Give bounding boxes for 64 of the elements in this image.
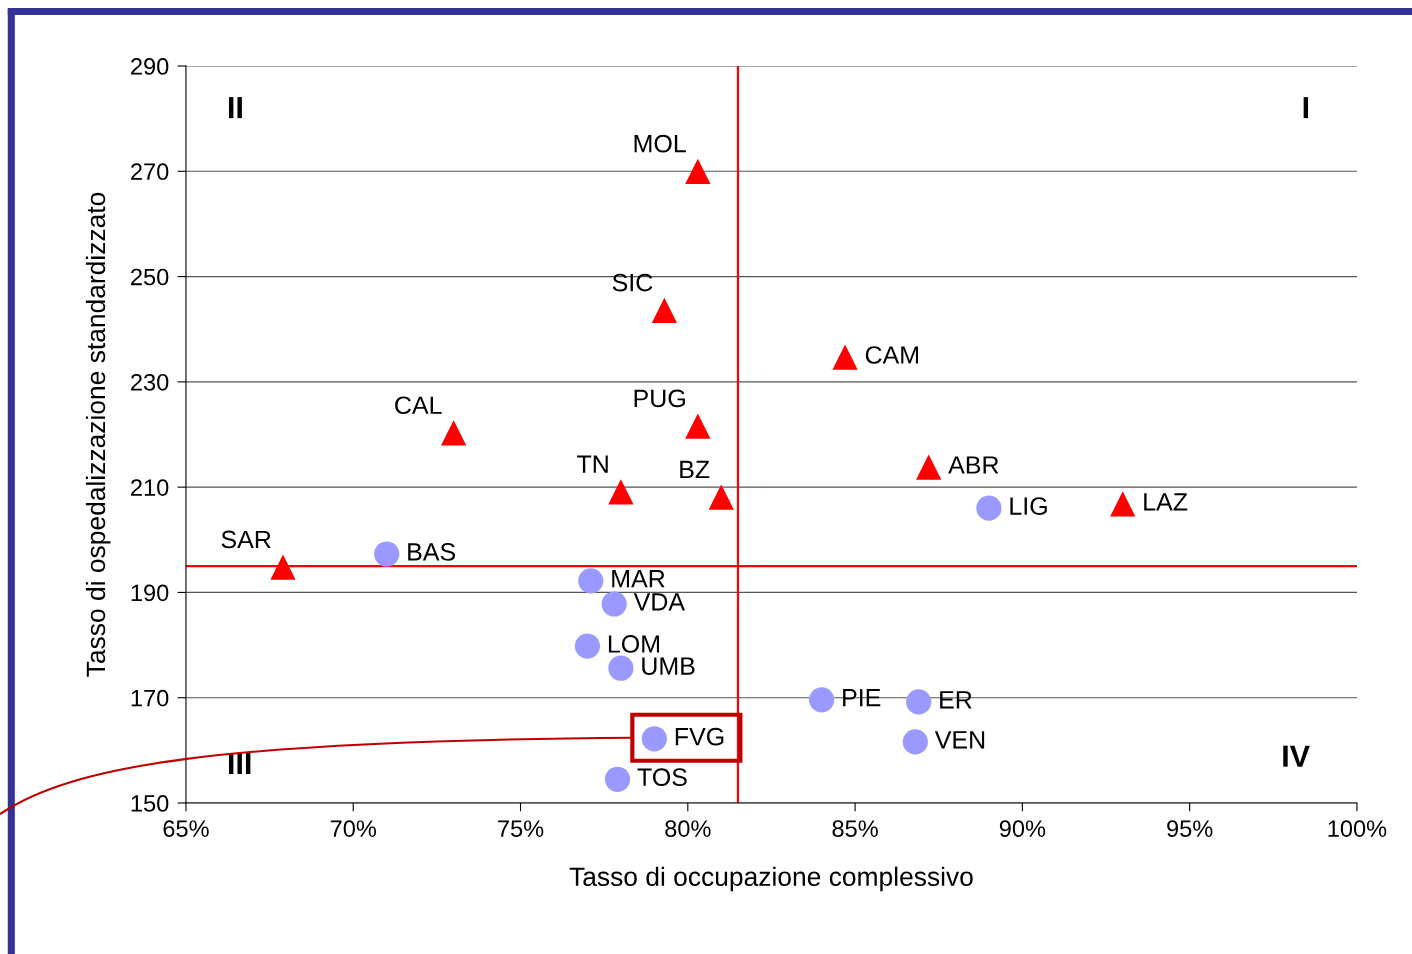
annotation: PUG [634,389,685,408]
point [708,484,734,510]
point [902,729,928,755]
point [916,454,942,480]
annotation: VEN [934,731,985,749]
point [608,655,634,681]
annotation: MAR [612,570,665,588]
y-tick-label: 250 [131,268,169,286]
point [651,297,677,323]
annotation: IV [1283,745,1310,767]
y-tick-label: 290 [131,58,169,75]
point [906,689,932,715]
x-axis-title: Tasso di occupazione complessivo [569,866,973,892]
annotation: PIE [843,689,881,707]
point [832,344,858,370]
point [578,568,604,594]
y-tick-label: 150 [131,795,169,812]
annotation: LIG [1010,497,1047,515]
annotation: ER [940,691,972,709]
point [441,420,467,446]
annotation: SIC [612,273,653,292]
x-tick-label: 90% [999,820,1046,837]
annotation: I [1303,97,1309,119]
point [270,554,296,580]
x-tick-label: 100% [1328,820,1387,837]
point [601,591,627,617]
annotation: MOL [634,134,686,153]
point [685,158,711,184]
annotation: III [228,753,251,775]
y-tick-label: 210 [131,479,169,496]
x-tick-label: 75% [498,820,544,837]
y-tick-label: 230 [131,373,169,391]
y-tick-label: 170 [131,689,169,707]
annotation: SAR [221,530,271,549]
x-tick-label: 95% [1167,820,1213,837]
point [1110,491,1136,517]
annotation: UMB [642,657,695,675]
point [809,687,835,713]
annotation: VDA [633,593,685,611]
annotation: BAS [408,543,456,561]
annotation: TN [577,455,608,473]
point [608,479,634,505]
point [374,541,400,567]
annotation: CAM [865,346,918,364]
annotation: LOM [608,635,659,653]
annotation: TOS [637,768,687,786]
x-tick-label: 70% [330,820,377,837]
x-tick-label: 80% [665,820,711,837]
annotation: II [228,97,242,119]
annotation: CAL [395,396,442,415]
annotation: LAZ [1144,493,1188,511]
point [604,766,631,792]
point [574,633,601,659]
y-tick-label: 270 [131,163,169,181]
y-axis-title: Tasso di ospedalizzazione standardizzato [85,192,111,677]
x-tick-label: 65% [163,820,209,837]
point [641,726,667,752]
point [976,495,1002,521]
annotation: ABR [948,456,999,474]
y-tick-label: 190 [131,584,169,602]
annotation: FVG [675,727,724,746]
point [685,413,711,439]
annotation: BZ [680,460,710,479]
x-tick-label: 85% [832,820,878,837]
